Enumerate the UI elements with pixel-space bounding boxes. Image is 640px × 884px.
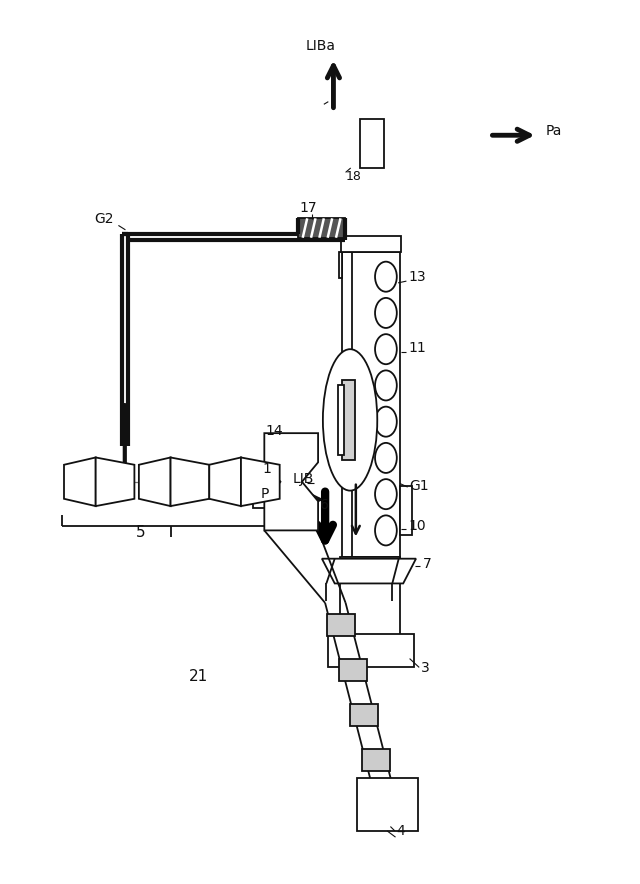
Polygon shape — [350, 704, 378, 726]
Polygon shape — [170, 457, 209, 506]
Text: 6: 6 — [320, 499, 329, 512]
Text: 21: 21 — [189, 668, 208, 683]
Text: 5: 5 — [136, 525, 146, 540]
Text: 11: 11 — [408, 341, 426, 354]
Text: 14: 14 — [266, 424, 284, 438]
Polygon shape — [360, 119, 384, 168]
Text: P: P — [261, 487, 269, 500]
Polygon shape — [400, 486, 412, 535]
Polygon shape — [264, 433, 318, 530]
Polygon shape — [357, 778, 418, 831]
Text: 18: 18 — [346, 170, 362, 183]
Polygon shape — [340, 557, 400, 636]
Polygon shape — [64, 457, 96, 506]
Polygon shape — [209, 457, 241, 506]
Circle shape — [375, 334, 397, 364]
Polygon shape — [342, 252, 400, 557]
Circle shape — [375, 370, 397, 400]
Polygon shape — [327, 614, 355, 636]
Text: G2: G2 — [95, 212, 114, 225]
Polygon shape — [298, 218, 345, 238]
Text: G1: G1 — [410, 479, 429, 492]
Polygon shape — [342, 380, 355, 460]
Circle shape — [375, 479, 397, 509]
Text: 10: 10 — [408, 520, 426, 533]
Ellipse shape — [323, 349, 378, 491]
Circle shape — [375, 443, 397, 473]
Polygon shape — [341, 236, 401, 252]
Circle shape — [375, 298, 397, 328]
Text: LIBa: LIBa — [306, 39, 336, 53]
Polygon shape — [253, 489, 284, 508]
Polygon shape — [241, 457, 280, 506]
Text: 17: 17 — [300, 202, 317, 215]
Circle shape — [375, 515, 397, 545]
Text: LJB: LJB — [292, 472, 314, 485]
Polygon shape — [339, 252, 342, 278]
Polygon shape — [362, 749, 390, 771]
Polygon shape — [338, 385, 344, 455]
Circle shape — [375, 262, 397, 292]
Polygon shape — [322, 559, 416, 583]
Text: 13: 13 — [408, 271, 426, 284]
Polygon shape — [96, 457, 134, 506]
Polygon shape — [339, 659, 367, 682]
Text: 1: 1 — [262, 462, 271, 476]
Polygon shape — [328, 634, 414, 667]
Circle shape — [375, 407, 397, 437]
Text: 7: 7 — [422, 558, 431, 571]
Text: 4: 4 — [397, 825, 406, 838]
Polygon shape — [139, 457, 170, 506]
Text: Pa: Pa — [545, 124, 562, 138]
Text: 3: 3 — [421, 661, 430, 674]
